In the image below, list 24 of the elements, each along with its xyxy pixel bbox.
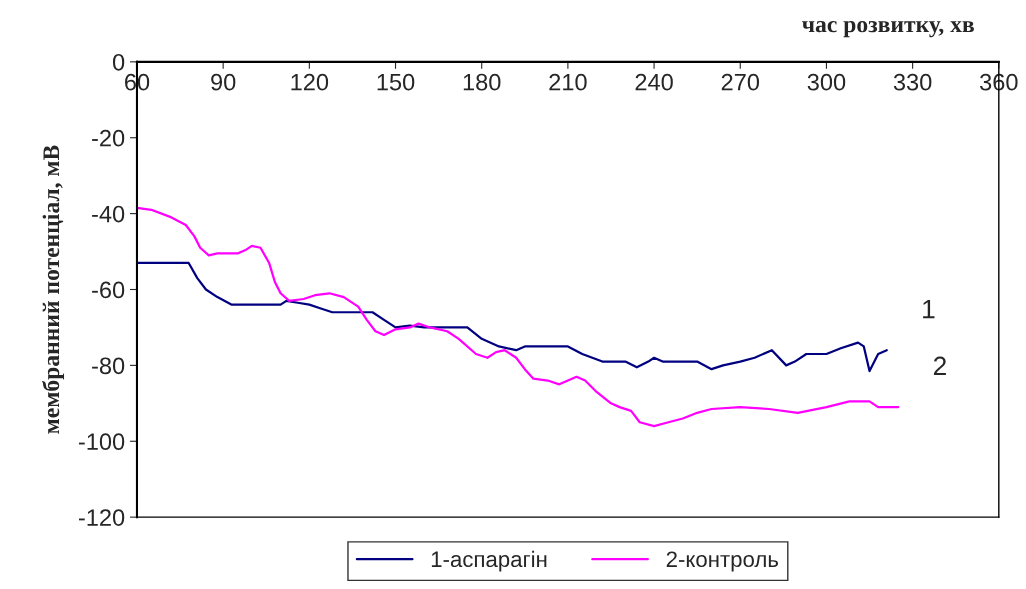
x-tick-label: 240 bbox=[635, 73, 673, 91]
annotation: 1 bbox=[923, 299, 935, 319]
annotation: 2 bbox=[933, 356, 946, 376]
y-tick-label: -120 bbox=[78, 509, 125, 526]
y-tick-label: -100 bbox=[78, 433, 125, 451]
x-tick-label: 210 bbox=[549, 73, 587, 91]
y-tick-label: -20 bbox=[92, 129, 125, 147]
x-tick-label: 270 bbox=[721, 73, 760, 91]
x-tick-label: 330 bbox=[893, 73, 932, 91]
line-series bbox=[136, 206, 900, 428]
y-tick-label: -60 bbox=[92, 281, 125, 299]
y-tick-label: 0 bbox=[112, 53, 125, 71]
x-tick-label: 180 bbox=[463, 73, 501, 91]
legend-label: 1-аспарагін bbox=[431, 550, 547, 572]
y-tick-label: -40 bbox=[92, 205, 125, 223]
legend-label: 2-контроль bbox=[666, 551, 779, 572]
x-tick-label: 150 bbox=[377, 73, 415, 91]
line-series bbox=[136, 261, 888, 373]
x-axis-title: час розвитку, хв bbox=[802, 20, 974, 38]
x-tick-label: 300 bbox=[807, 73, 846, 91]
y-tick-label: -80 bbox=[92, 357, 125, 375]
x-tick-label: 120 bbox=[291, 73, 329, 91]
x-tick-label: 90 bbox=[211, 73, 236, 91]
y-axis-title: мембранний потенціал, мВ bbox=[42, 145, 65, 434]
